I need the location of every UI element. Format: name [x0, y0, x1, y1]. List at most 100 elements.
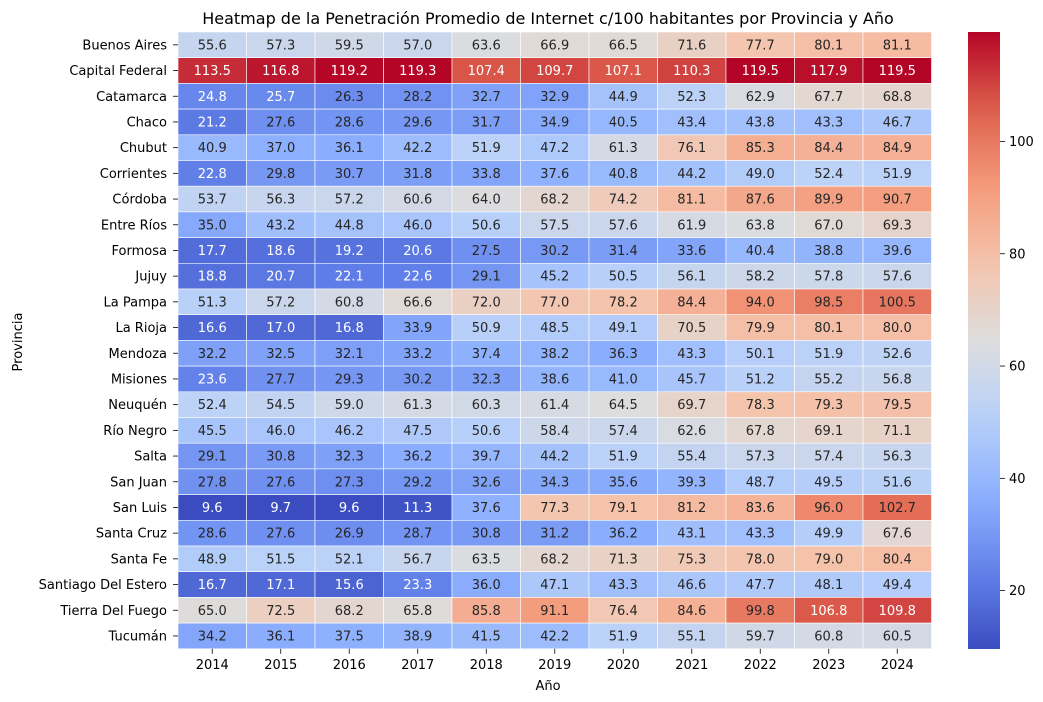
heatmap-cell [588, 211, 658, 238]
cell-value-label: 50.5 [609, 270, 638, 285]
cell-value-label: 61.9 [677, 218, 706, 233]
cell-value-label: 56.1 [677, 270, 706, 285]
heatmap-cell [314, 365, 384, 393]
heatmap-cells: 55.6 57.3 59.5 57.0 63.6 66.9 66.5 71.6 77.7 80.1… [177, 31, 932, 650]
heatmap-cell [314, 519, 384, 547]
cell-value-label: 49.9 [814, 527, 843, 542]
heatmap-cell [451, 211, 521, 238]
cell-value-label: 85.8 [472, 604, 501, 619]
heatmap-cell [862, 262, 932, 290]
heatmap-cell [383, 468, 453, 495]
cell-value-label: 49.5 [814, 475, 843, 490]
cell-value-label: 9.6 [339, 501, 360, 516]
heatmap-cell [314, 314, 384, 341]
x-tick-label: 2014 [196, 658, 229, 673]
y-tick-label: Chaco [127, 115, 167, 130]
cell-value-label: 49.1 [609, 321, 638, 336]
cell-value-label: 56.3 [883, 450, 912, 465]
cell-value-label: 40.5 [609, 115, 638, 130]
cell-value-label: 68.2 [540, 193, 569, 208]
cell-value-label: 28.6 [198, 527, 227, 542]
cell-value-label: 31.4 [609, 244, 638, 259]
cell-value-label: 83.6 [746, 501, 775, 516]
cell-value-label: 61.3 [609, 141, 638, 156]
heatmap-cell [383, 160, 453, 187]
cell-value-label: 91.1 [540, 604, 569, 619]
cell-value-label: 51.3 [198, 295, 227, 310]
heatmap-cell [383, 134, 453, 161]
heatmap-cell [588, 314, 658, 341]
cell-value-label: 55.6 [198, 38, 227, 53]
heatmap-cell [794, 185, 864, 213]
cell-value-label: 71.3 [609, 552, 638, 567]
heatmap-cell [862, 288, 932, 316]
heatmap-cell [794, 597, 864, 624]
heatmap-cell [520, 442, 590, 470]
heatmap-cell [657, 417, 727, 444]
heatmap-cell [657, 468, 727, 495]
cell-value-label: 79.3 [814, 398, 843, 413]
cell-value-label: 39.6 [883, 244, 912, 259]
cell-value-label: 63.8 [746, 218, 775, 233]
heatmap-cell [177, 31, 247, 59]
heatmap-cell [862, 417, 932, 444]
heatmap-cell [725, 519, 795, 547]
chart-title: Heatmap de la Penetración Promedio de In… [202, 9, 894, 28]
cell-value-label: 44.8 [335, 218, 364, 233]
cell-value-label: 25.7 [266, 90, 295, 105]
heatmap-cell [520, 340, 590, 367]
heatmap-cell [657, 622, 727, 650]
cell-value-label: 79.9 [746, 321, 775, 336]
cell-value-label: 38.2 [540, 347, 569, 362]
cell-value-label: 79.1 [609, 501, 638, 516]
cell-value-label: 22.8 [198, 167, 227, 182]
heatmap-cell [657, 185, 727, 213]
cell-value-label: 55.4 [677, 450, 706, 465]
heatmap-cell [657, 262, 727, 290]
heatmap-cell [177, 160, 247, 187]
heatmap-cell [862, 31, 932, 59]
cell-value-label: 77.3 [540, 501, 569, 516]
y-tick-label: La Pampa [104, 295, 167, 310]
heatmap-cell [177, 57, 247, 84]
cell-value-label: 30.2 [540, 244, 569, 259]
y-axis-label: Provincia [11, 313, 26, 372]
heatmap-cell [725, 571, 795, 598]
cell-value-label: 48.7 [746, 475, 775, 490]
heatmap-cell [862, 365, 932, 393]
heatmap-cell [177, 185, 247, 213]
cell-value-label: 30.7 [335, 167, 364, 182]
cell-value-label: 68.8 [883, 90, 912, 105]
cell-value-label: 27.6 [266, 115, 295, 130]
heatmap-cell [451, 262, 521, 290]
cell-value-label: 31.7 [472, 115, 501, 130]
cell-value-label: 53.7 [198, 193, 227, 208]
cell-value-label: 56.3 [266, 193, 295, 208]
heatmap-cell [451, 288, 521, 316]
heatmap-cell [383, 262, 453, 290]
y-tick-label: Tierra Del Fuego [59, 604, 167, 619]
cell-value-label: 52.4 [198, 398, 227, 413]
heatmap-cell [177, 571, 247, 598]
y-tick-label: Buenos Aires [82, 38, 167, 53]
colorbar-tick-label: 20 [1009, 584, 1026, 599]
x-tick-label: 2020 [607, 658, 640, 673]
y-tick-label: San Juan [110, 475, 167, 490]
cell-value-label: 49.0 [746, 167, 775, 182]
cell-value-label: 64.5 [609, 398, 638, 413]
cell-value-label: 43.3 [677, 347, 706, 362]
x-tick-label: 2023 [812, 658, 845, 673]
cell-value-label: 61.4 [540, 398, 569, 413]
heatmap-cell [246, 314, 316, 341]
cell-value-label: 31.2 [540, 527, 569, 542]
cell-value-label: 66.9 [540, 38, 569, 53]
heatmap-cell [862, 185, 932, 213]
cell-value-label: 46.6 [677, 578, 706, 593]
cell-value-label: 11.3 [403, 501, 432, 516]
cell-value-label: 23.3 [403, 578, 432, 593]
cell-value-label: 27.6 [266, 475, 295, 490]
cell-value-label: 47.2 [540, 141, 569, 156]
heatmap-cell [246, 442, 316, 470]
y-tick-label: Entre Ríos [101, 218, 167, 233]
heatmap-cell [862, 442, 932, 470]
